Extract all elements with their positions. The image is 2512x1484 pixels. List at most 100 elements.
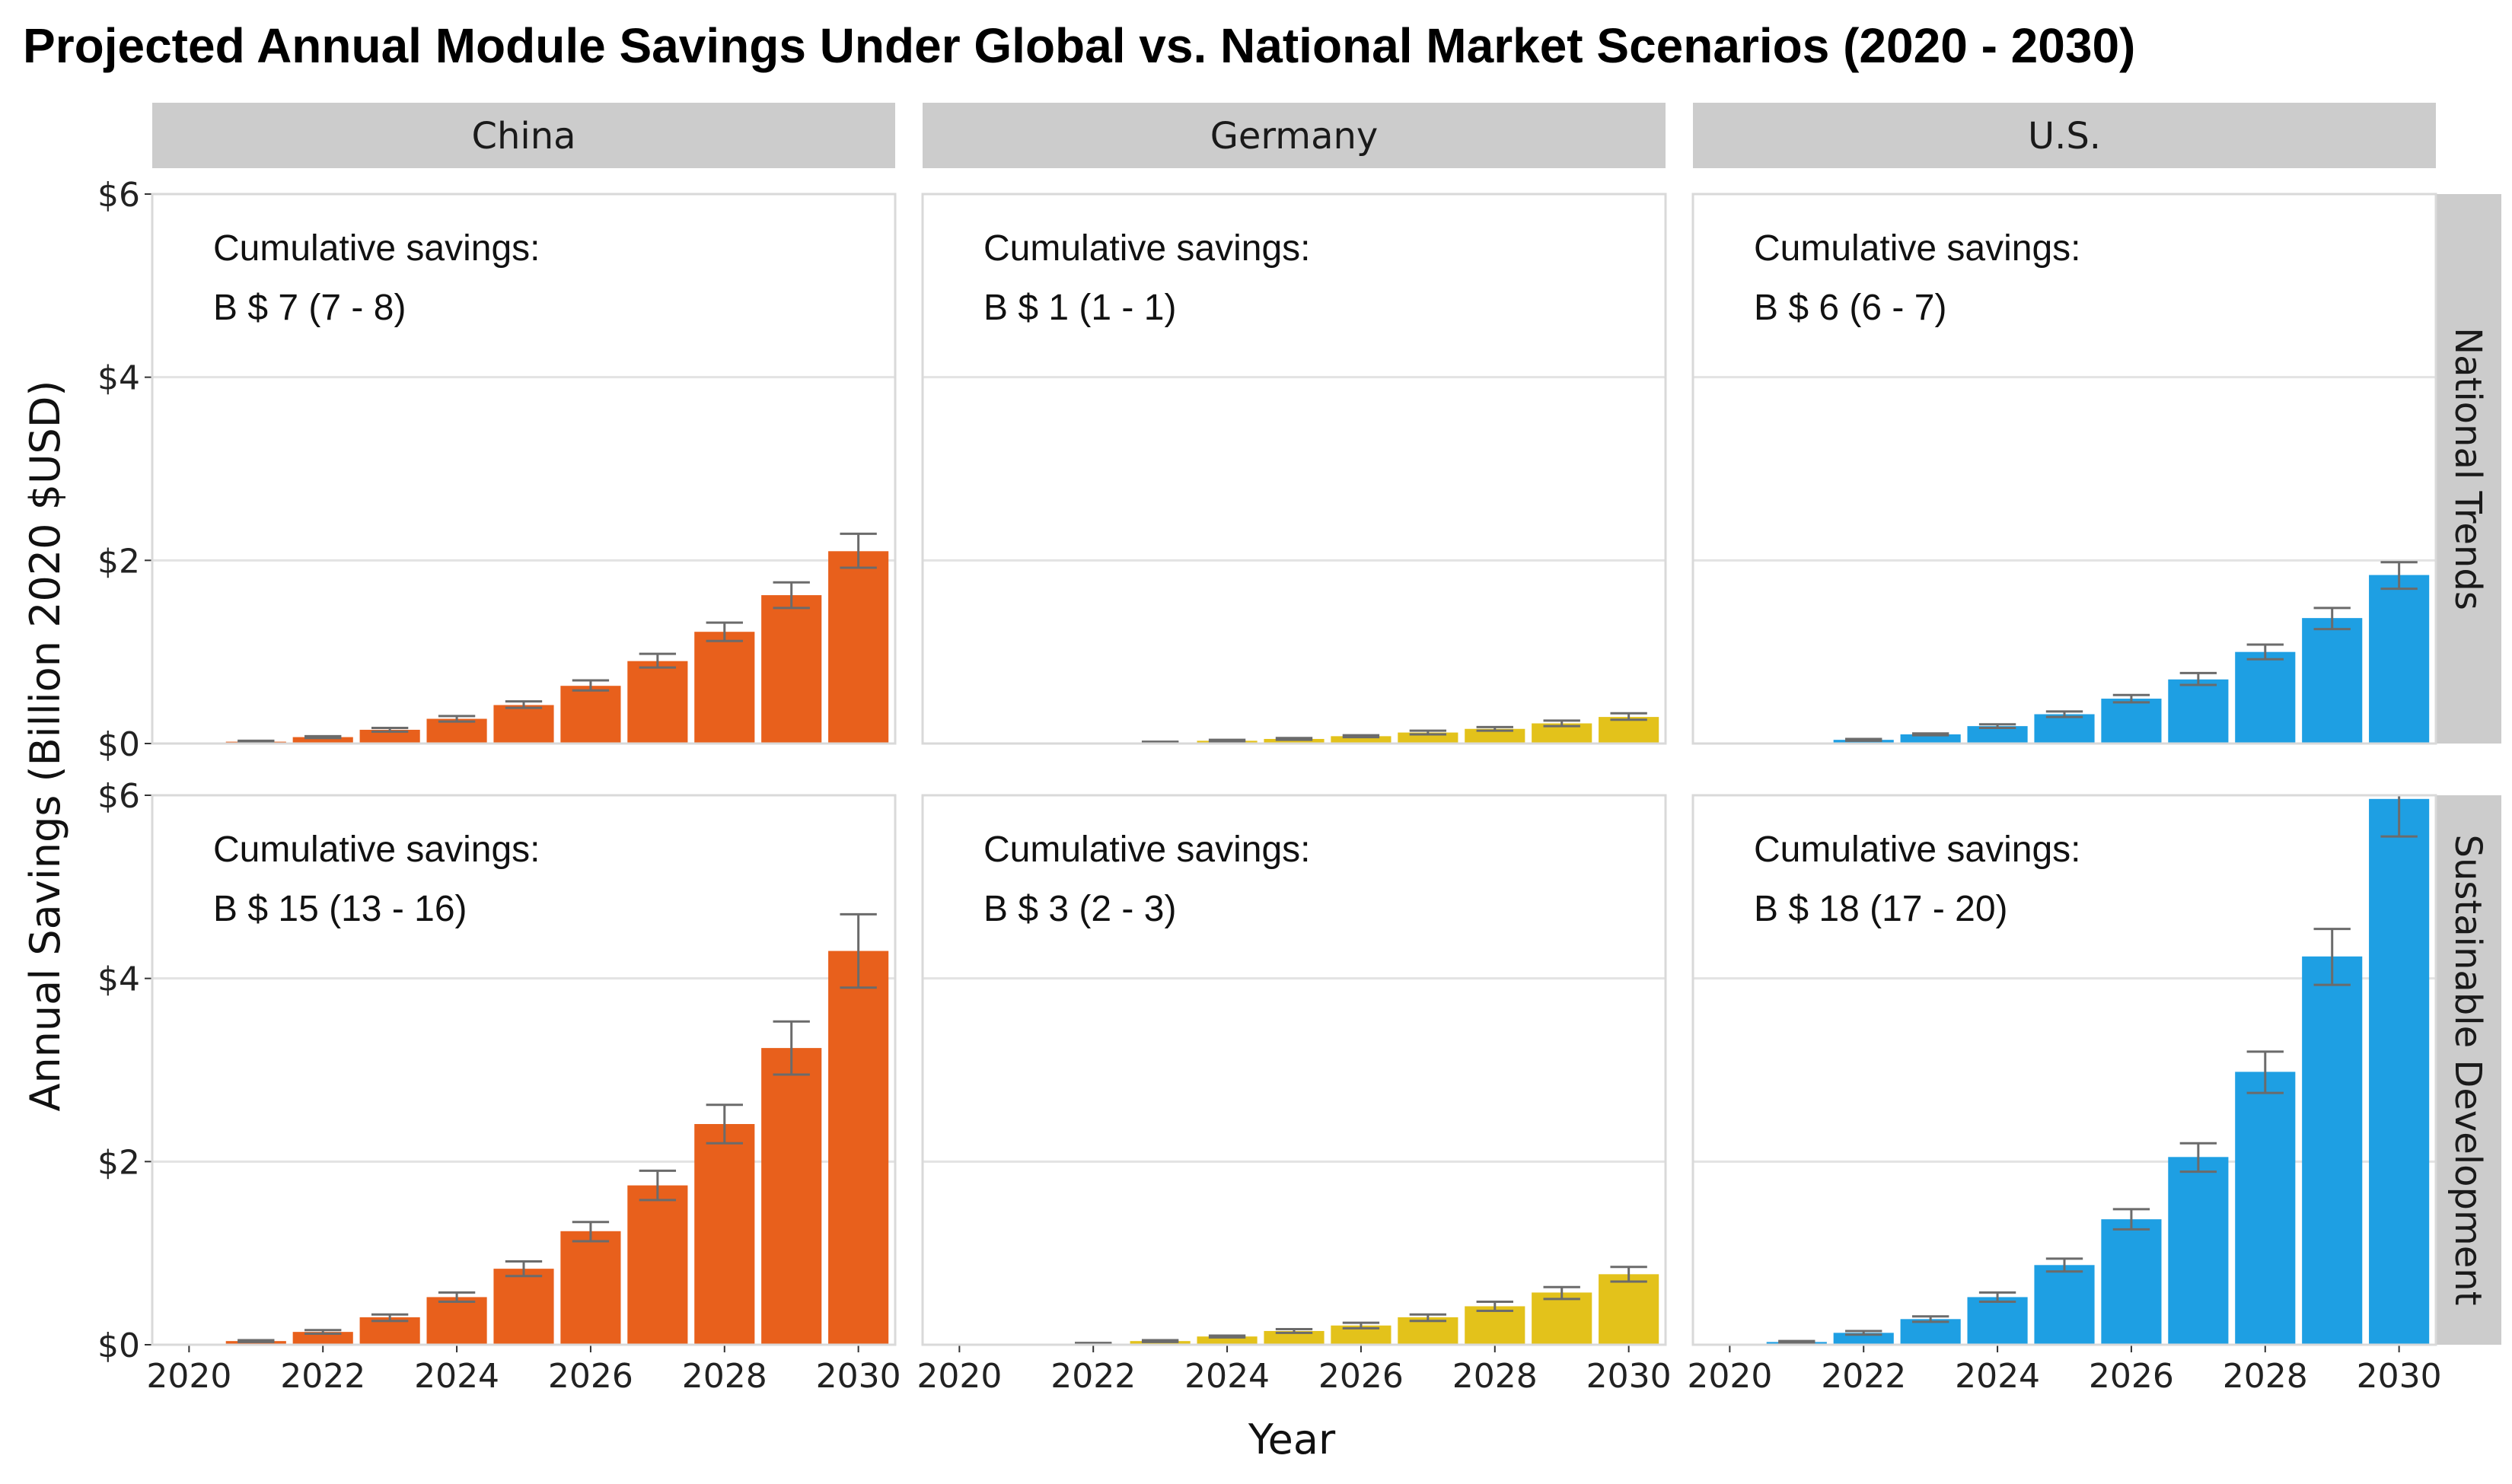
error-bar (1543, 719, 1580, 728)
y-tick-label: $4 (97, 359, 140, 398)
strip-background (152, 103, 895, 168)
cumulative-value: B $ 15 (13 - 16) (213, 889, 467, 929)
error-bar (1141, 1339, 1179, 1343)
error-bar (1409, 1313, 1447, 1323)
x-tick-label: 2022 (1821, 1357, 1906, 1396)
panel-china-national-trends: Cumulative savings: B $ 7 (7 - 8) (151, 193, 897, 745)
error-bar (1778, 1339, 1815, 1345)
panel-germany-sustainable-development: Cumulative savings: B $ 3 (2 - 3) (921, 794, 1667, 1346)
error-bar (1610, 1266, 1647, 1283)
bar (1465, 728, 1525, 744)
bar (1197, 1336, 1258, 1345)
y-tick-label: $0 (97, 1326, 140, 1365)
error-bar (371, 727, 409, 733)
error-bar (1275, 737, 1313, 741)
bar (560, 686, 621, 744)
x-axis-germany: 2020 2022 2024 2026 2028 2030 (916, 1345, 1672, 1396)
error-bar (2179, 1142, 2217, 1174)
y-tick-label: $0 (97, 725, 140, 764)
bar (1532, 1292, 1592, 1345)
x-tick-label: 2020 (1687, 1357, 1772, 1396)
cumulative-value: B $ 1 (1 - 1) (983, 288, 1176, 328)
column-strip-label: China (471, 115, 575, 158)
panel-china-sustainable-development: Cumulative savings: B $ 15 (13 - 16) (151, 794, 897, 1346)
x-tick-label: 2028 (682, 1357, 767, 1396)
error-bar (773, 581, 810, 610)
error-bar (1409, 729, 1447, 736)
strip-background (923, 103, 1666, 168)
panel-background (923, 795, 1666, 1345)
y-axis-national-trends: $0 $2 $4 $6 (97, 176, 152, 764)
x-tick-label: 2024 (414, 1357, 499, 1396)
x-axis-china: 2020 2022 2024 2026 2028 2030 (146, 1345, 901, 1396)
error-bar (1476, 1300, 1513, 1312)
y-tick-label: $6 (97, 777, 140, 816)
x-tick-label: 2024 (1955, 1357, 2040, 1396)
bar (761, 595, 822, 744)
bar (2302, 956, 2363, 1345)
error-bar (1342, 734, 1380, 739)
error-bar (639, 652, 677, 669)
panel-border (921, 794, 1667, 1346)
error-bar (2045, 1257, 2083, 1273)
error-bar (1275, 1328, 1313, 1334)
error-bar (1208, 1334, 1246, 1339)
x-tick-label: 2030 (816, 1357, 901, 1396)
error-bar (706, 621, 743, 642)
column-strip-china: China (152, 103, 895, 168)
column-strip-label: Germany (1210, 115, 1379, 158)
error-bar (304, 734, 342, 740)
bar (292, 1332, 353, 1345)
bar (1264, 738, 1325, 744)
bar (2101, 699, 2162, 744)
strip-background (2436, 194, 2501, 744)
y-axis-sustainable-development: $0 $2 $4 $6 (97, 777, 152, 1365)
panel-background (923, 194, 1666, 744)
error-bar (840, 912, 877, 989)
x-tick-label: 2026 (1318, 1357, 1404, 1396)
bar (828, 951, 889, 1345)
x-tick-label: 2028 (1452, 1357, 1538, 1396)
error-bar (1208, 738, 1246, 744)
error-bar (639, 1169, 677, 1202)
strip-background (2436, 795, 2501, 1345)
cumulative-label: Cumulative savings: (213, 228, 540, 269)
x-tick-label: 2022 (1050, 1357, 1136, 1396)
error-bar (505, 1259, 543, 1278)
error-bar (2313, 607, 2351, 631)
error-bar (1845, 737, 1882, 742)
x-axis-u-s: 2020 2022 2024 2026 2028 2030 (1687, 1345, 2442, 1396)
bar (560, 1231, 621, 1345)
bar (2034, 1265, 2095, 1345)
error-bar (2179, 671, 2217, 686)
bar (761, 1048, 822, 1345)
error-bar (2246, 643, 2284, 661)
bar (493, 1269, 554, 1345)
x-tick-label: 2030 (1586, 1357, 1672, 1396)
error-bar (304, 1329, 342, 1336)
cumulative-value: B $ 7 (7 - 8) (213, 288, 406, 328)
y-tick-label: $2 (97, 542, 140, 581)
column-strip-label: U.S. (2028, 115, 2101, 158)
panel-border (921, 193, 1667, 745)
error-bar (2045, 710, 2083, 718)
y-tick-label: $2 (97, 1143, 140, 1182)
error-bar (237, 739, 275, 744)
panel-germany-national-trends: Cumulative savings: B $ 1 (1 - 1) (921, 193, 1667, 745)
panel-grid: China Germany U.S. National Trends Sustainab… (97, 103, 2501, 1396)
bar (2101, 1219, 2162, 1345)
panel-border (1691, 193, 2437, 745)
error-bar (2246, 1050, 2284, 1094)
x-tick-label: 2020 (916, 1357, 1002, 1396)
bar (1900, 1319, 1961, 1345)
bar (1900, 734, 1961, 744)
bar (426, 1297, 487, 1345)
row-strip-label: Sustainable Development (2447, 834, 2489, 1305)
bar (2235, 651, 2296, 744)
error-bar (2380, 561, 2418, 591)
bar (2302, 618, 2363, 744)
x-tick-label: 2030 (2357, 1357, 2442, 1396)
error-bar (2112, 1208, 2150, 1231)
panel-u-s-national-trends: Cumulative savings: B $ 6 (6 - 7) (1691, 193, 2437, 745)
bar (1599, 717, 1659, 744)
